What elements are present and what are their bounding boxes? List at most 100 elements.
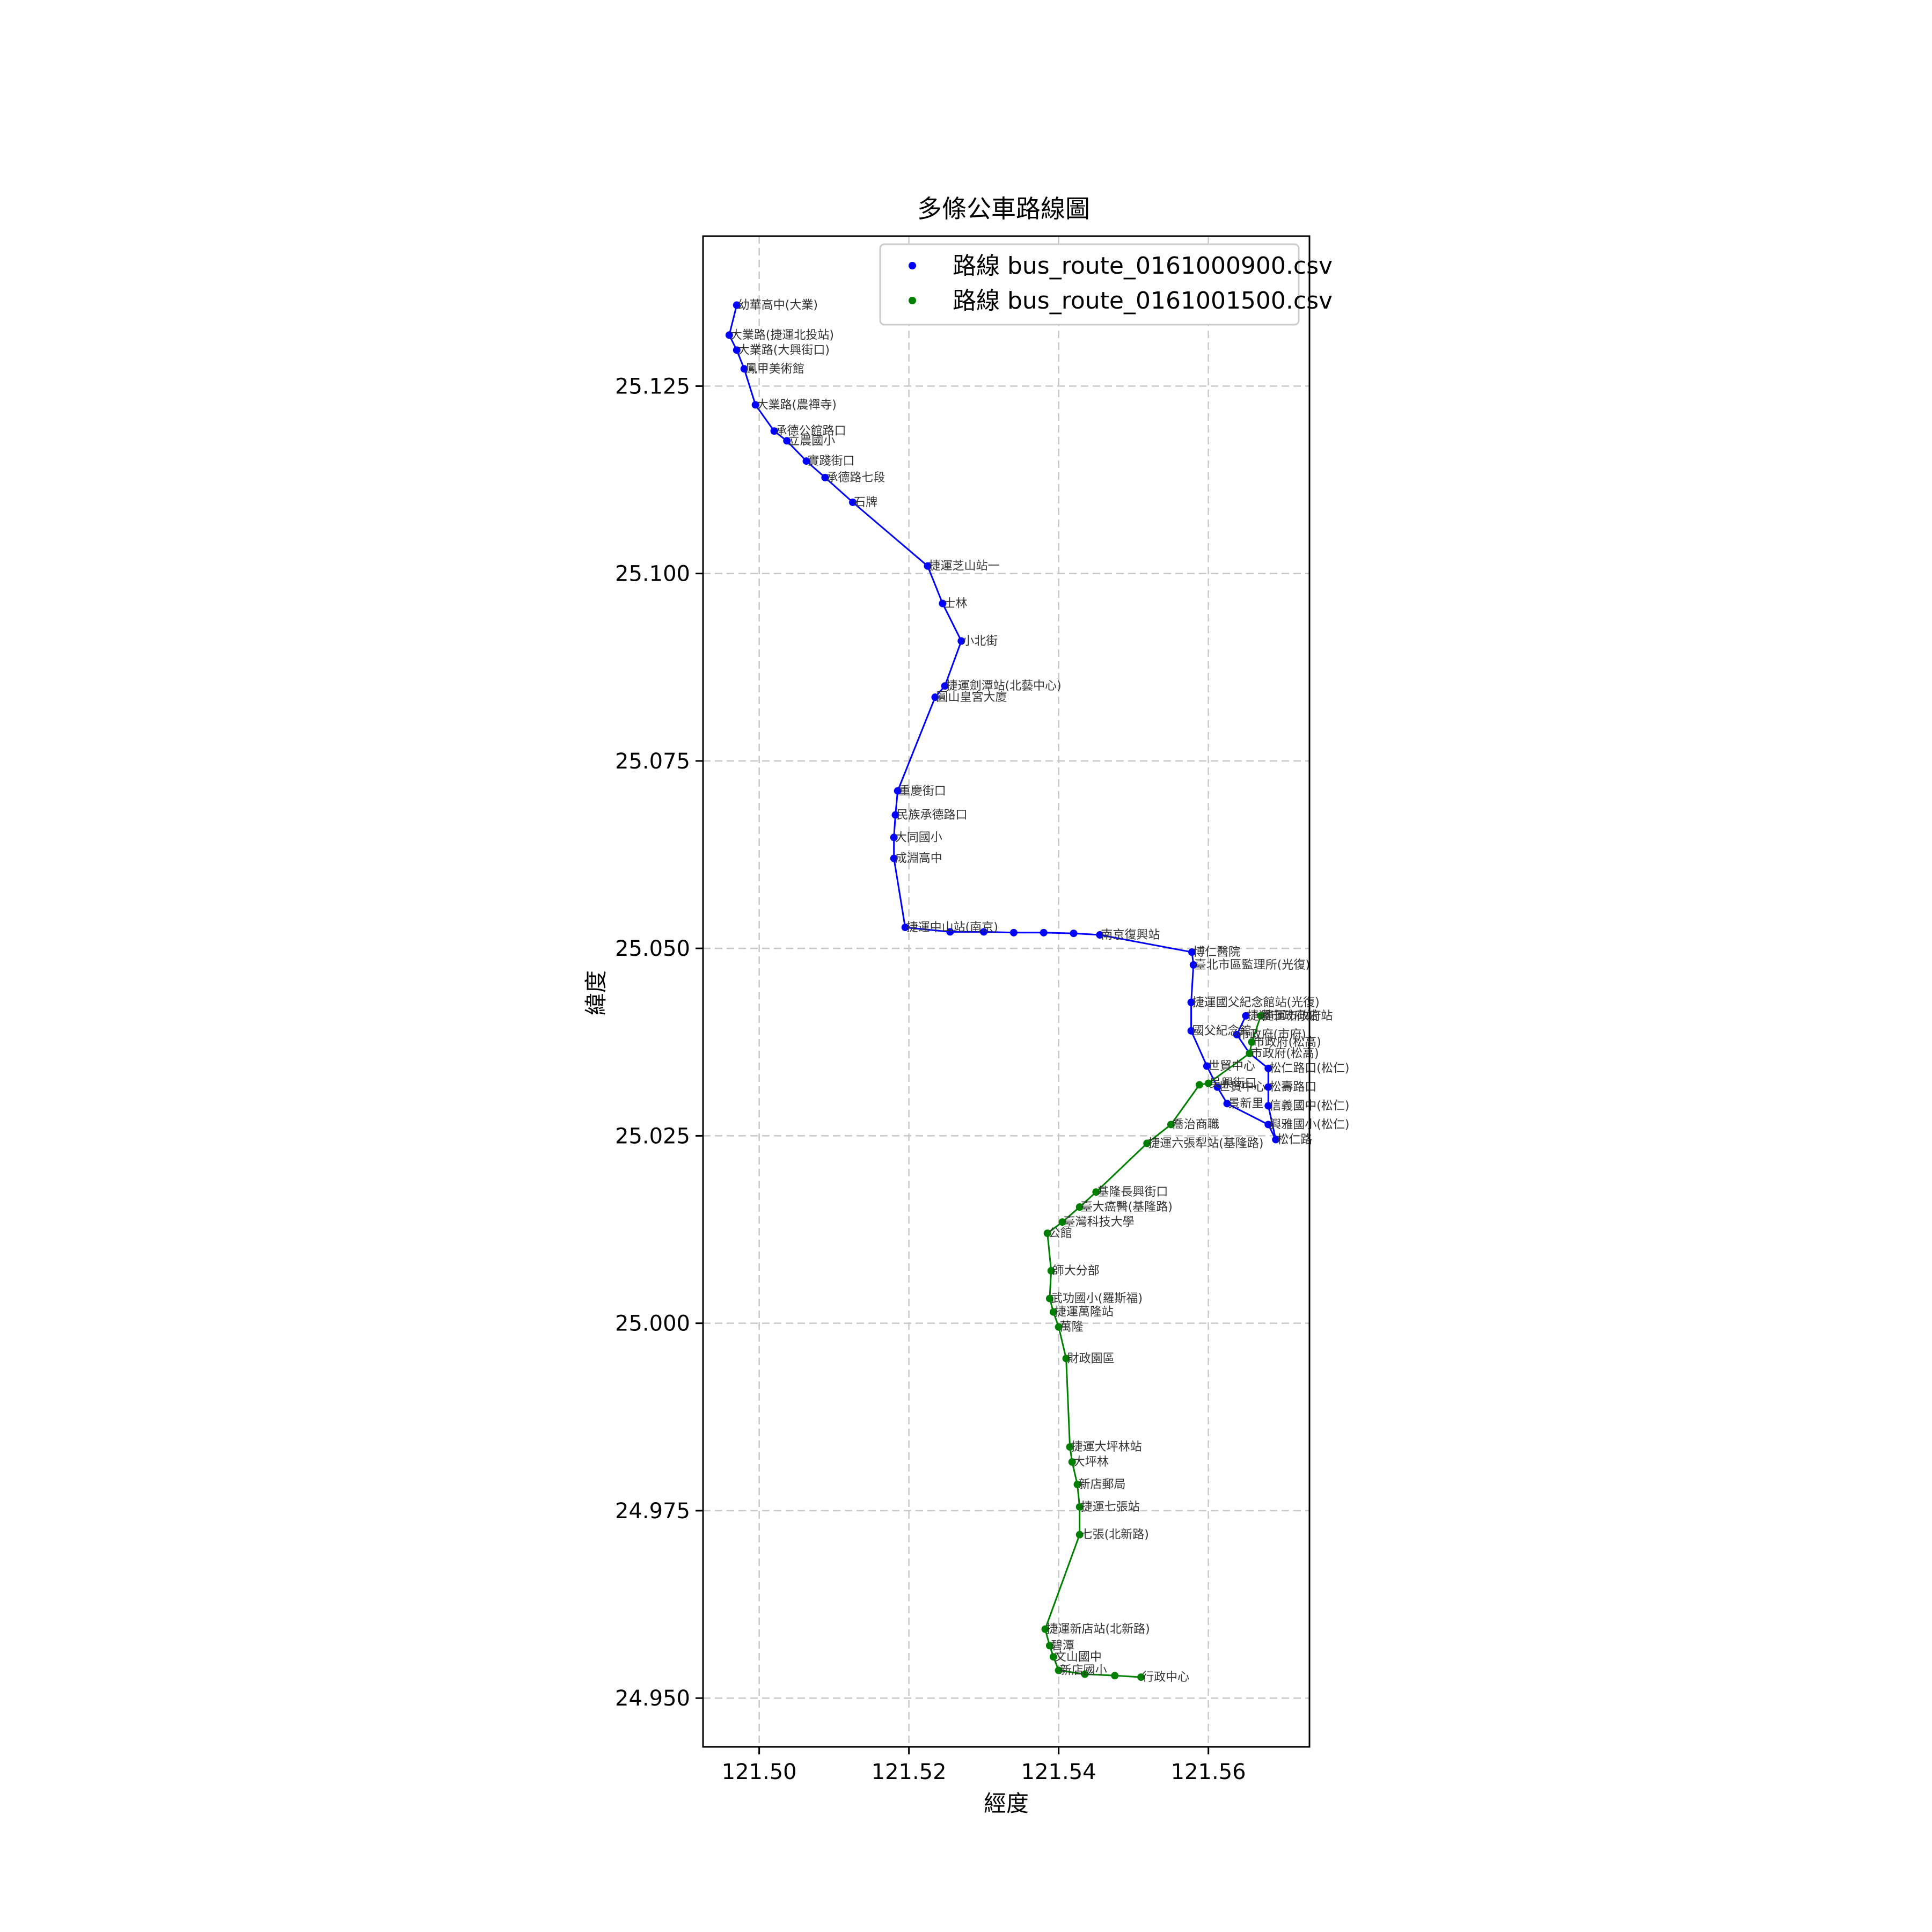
stop-label: 吳興街口 (1210, 1077, 1257, 1091)
route-stop-point (1070, 930, 1078, 938)
route-stop-point (1137, 1673, 1145, 1681)
stop-label: 捷運大坪林站 (1071, 1440, 1142, 1454)
route-stop-point (1073, 1481, 1081, 1489)
legend: 路線 bus_route_0161000900.csv 路線 bus_route… (879, 243, 1333, 326)
stop-label: 大同國小 (895, 831, 942, 844)
stop-label: 松仁路 (1277, 1133, 1312, 1146)
stop-label: 臺灣科技大學 (1064, 1216, 1135, 1229)
route-stop-point (1246, 1049, 1254, 1057)
route-stop-point (1264, 1064, 1272, 1072)
stop-label: 萬隆 (1060, 1321, 1084, 1334)
route-stop-point (1272, 1136, 1280, 1144)
x-tick-label: 121.52 (872, 1760, 947, 1784)
stop-label: 新店國小 (1060, 1664, 1107, 1678)
route-stop-point (946, 928, 954, 936)
stop-label: 大坪林 (1073, 1455, 1109, 1469)
route-stop-point (733, 346, 741, 354)
route-stop-point (821, 473, 829, 481)
x-tick-label: 121.50 (722, 1760, 797, 1784)
route-stop-point (1049, 1308, 1057, 1316)
legend-label-series-2: 路線 bus_route_0161001500.csv (953, 287, 1333, 314)
chart-title: 多條公車路線圖 (917, 194, 1090, 223)
stop-label: 喬治商職 (1172, 1118, 1219, 1131)
route-stop-point (1068, 1458, 1076, 1466)
route-stop-point (890, 854, 898, 862)
stop-label: 基隆長興街口 (1097, 1185, 1168, 1199)
route-stop-point (1143, 1139, 1151, 1147)
grid-lines (703, 236, 1309, 1747)
route-stop-point (1204, 1079, 1212, 1087)
y-tick-label: 25.025 (615, 1124, 690, 1148)
y-tick-label: 24.950 (615, 1686, 690, 1711)
y-tick-label: 25.100 (615, 562, 690, 587)
route-stop-point (725, 331, 733, 339)
stop-label: 幼華高中(大業) (738, 299, 818, 312)
stop-label: 承德公館路口 (775, 425, 846, 438)
legend-marker-series-1 (909, 262, 916, 269)
route-stop-point (894, 787, 902, 795)
y-tick-label: 25.125 (615, 374, 690, 399)
stop-label: 碧潭 (1051, 1639, 1074, 1652)
stop-label: 承德路七段 (826, 471, 885, 485)
stop-label: 景新里 (1228, 1097, 1264, 1110)
stop-label: 世貿中心 (1218, 1081, 1265, 1094)
route-stop-point (1049, 1653, 1057, 1661)
route-stop-point (1189, 961, 1197, 969)
stop-label: 捷運市政府站 (1262, 1009, 1333, 1023)
x-tick-label: 121.54 (1021, 1760, 1096, 1784)
route-stop-point (901, 924, 909, 932)
stop-label: 新店郵局 (1079, 1478, 1126, 1491)
x-tick-label: 121.56 (1171, 1760, 1246, 1784)
stop-label: 國父紀念館 (1192, 1024, 1252, 1038)
stop-label: 捷運七張站 (1081, 1501, 1140, 1514)
route-stop-point (890, 833, 898, 841)
route-stop-point (1096, 931, 1104, 939)
stop-label: 師大分部 (1052, 1264, 1100, 1278)
stop-label: 臺大癌醫(基隆路) (1081, 1201, 1173, 1214)
legend-label-series-1: 路線 bus_route_0161000900.csv (953, 252, 1333, 280)
stop-label: 市政府(市府) (1238, 1028, 1306, 1042)
x-axis-ticks: 121.50 121.52 121.54 121.56 (722, 1747, 1246, 1784)
stop-label: 公館 (1049, 1227, 1072, 1240)
route-stop-point (924, 562, 932, 570)
stop-label: 重慶街口 (899, 785, 946, 798)
route-stop-point (1187, 998, 1195, 1006)
y-tick-label: 25.050 (615, 936, 690, 961)
stop-label: 市政府(松高) (1253, 1036, 1321, 1049)
stop-label: 臺北市區監理所(光復) (1195, 958, 1310, 972)
x-axis-label: 經度 (984, 1790, 1029, 1817)
stop-label: 武功國小(羅斯福) (1051, 1292, 1143, 1306)
route-stop-point (733, 301, 741, 309)
stop-label: 捷運新店站(北新路) (1046, 1623, 1150, 1636)
route-stop-point (1223, 1100, 1231, 1108)
route-stop-point (849, 498, 857, 506)
route-stop-point (740, 365, 748, 373)
route-stop-point (1092, 1188, 1100, 1196)
route-stop-point (1043, 1230, 1051, 1238)
route-stop-point (1047, 1267, 1055, 1275)
stop-label: 大業路(捷運北投站) (730, 328, 834, 342)
route-stop-point (1111, 1672, 1119, 1680)
stop-label: 博仁醫院 (1193, 946, 1240, 959)
stop-label: 成淵高中 (895, 852, 942, 866)
stop-labels: 幼華高中(大業) 大業路(捷運北投站)大業路(大興街口) 鳳甲美術館大業路(農禪寺)… (730, 299, 1350, 1685)
route-stop-point (1075, 1531, 1084, 1539)
route-stop-point (751, 401, 759, 409)
stop-label: 民族承德路口 (897, 809, 968, 822)
stop-label: 捷運國父紀念館站(光復) (1192, 996, 1320, 1009)
route-stop-point (1075, 1503, 1084, 1511)
route-stop-point (1040, 928, 1048, 936)
route-stop-point (1167, 1121, 1175, 1129)
route-stop-point (1055, 1666, 1063, 1674)
stop-label: 石牌 (854, 496, 877, 509)
stop-label: 行政中心 (1142, 1671, 1189, 1684)
stop-label: 世貿中心 (1208, 1060, 1255, 1073)
stop-label: 捷運六張犁站(基隆路) (1148, 1137, 1263, 1150)
route-stop-point (1041, 1625, 1049, 1633)
route-stop-point (931, 693, 939, 701)
y-tick-label: 24.975 (615, 1499, 690, 1524)
stop-label: 實踐街口 (808, 455, 855, 468)
route-stop-point (1257, 1012, 1265, 1020)
route-stop-point (1045, 1294, 1053, 1302)
stop-label: 圓山皇宮大廈 (936, 691, 1007, 704)
